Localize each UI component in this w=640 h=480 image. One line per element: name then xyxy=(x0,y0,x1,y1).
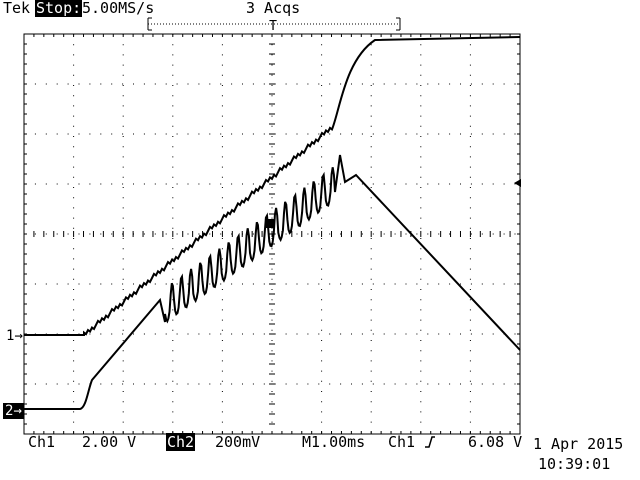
acquisition-state: Stop: xyxy=(35,0,83,17)
record-view-bar: T xyxy=(147,17,401,34)
rising-edge-icon xyxy=(425,436,435,448)
header-brand: Tek xyxy=(3,0,31,17)
trigger-level: 6.08 V xyxy=(468,433,523,451)
time: 10:39:01 xyxy=(538,455,611,473)
ch1-trace xyxy=(24,36,521,336)
graticule-grid xyxy=(23,33,521,435)
date: 1 Apr 2015 xyxy=(533,435,624,453)
ch1-marker[interactable]: 1→ xyxy=(6,328,23,344)
ch2-marker[interactable]: 2→ xyxy=(3,403,24,419)
ch2-scale: 200mV xyxy=(215,433,261,451)
sample-rate: 5.00MS/s xyxy=(82,0,155,17)
trigger-source: Ch1 xyxy=(388,433,416,451)
acquisition-count: 3 Acqs xyxy=(246,0,301,17)
ch2-label[interactable]: Ch2 xyxy=(166,433,196,451)
timebase[interactable]: M1.00ms xyxy=(302,433,366,451)
ch2-trace xyxy=(24,154,521,410)
ch1-scale: 2.00 V xyxy=(82,433,137,451)
trigger-position-marker xyxy=(265,219,275,228)
left-arrow-icon xyxy=(514,179,521,187)
svg-text:T: T xyxy=(269,19,277,34)
ch1-label[interactable]: Ch1 xyxy=(28,433,56,451)
